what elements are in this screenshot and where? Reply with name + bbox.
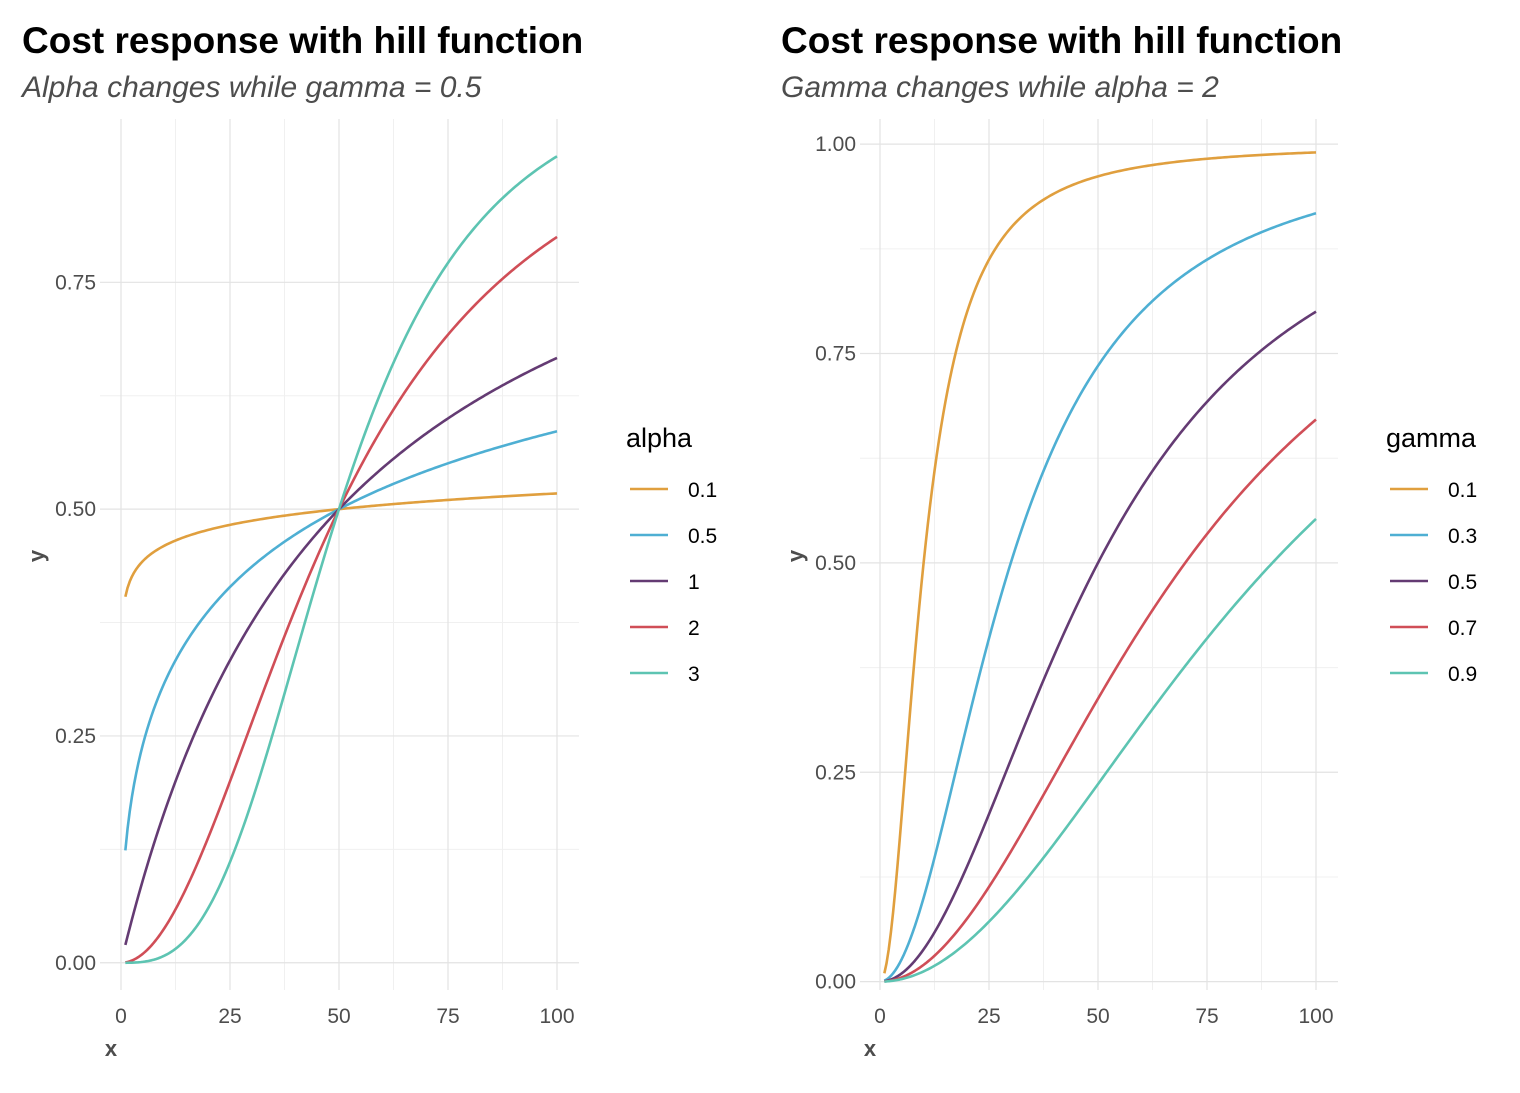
legend-label: 0.1 [688, 479, 717, 502]
legend-label: 3 [688, 663, 700, 686]
legend-label: 0.1 [1448, 479, 1477, 502]
series-line [124, 430, 558, 851]
x-tick-label: 75 [1195, 1005, 1218, 1028]
legend-label: 0.5 [688, 525, 717, 548]
legend-title: gamma [1386, 423, 1477, 453]
y-tick-label: 0.50 [815, 552, 856, 575]
x-tick-label: 25 [977, 1005, 1000, 1028]
chart-subtitle: Gamma changes while alpha = 2 [781, 71, 1219, 104]
legend-label: 0.9 [1448, 663, 1477, 686]
x-tick-label: 100 [539, 1005, 574, 1028]
series-line [124, 356, 558, 946]
plot-area: 0 25 50 75 100 0.00 0.25 0.50 0.75 1.00 [815, 119, 1338, 1028]
legend-label: 2 [688, 617, 700, 640]
x-tick-label: 50 [327, 1005, 350, 1028]
chart-right: Cost response with hill function Gamma c… [781, 20, 1477, 1061]
x-tick-label: 0 [115, 1005, 127, 1028]
chart-title: Cost response with hill function [22, 20, 583, 61]
series-line [883, 212, 1317, 982]
x-tick-label: 50 [1086, 1005, 1109, 1028]
legend-label: 0.7 [1448, 617, 1477, 640]
x-axis-label: x [105, 1036, 118, 1061]
legend-label: 1 [688, 571, 700, 594]
y-tick-label: 0.75 [55, 271, 96, 294]
y-tick-label: 0.75 [815, 343, 856, 366]
x-axis-label: x [864, 1036, 877, 1061]
plot-area: 0 25 50 75 100 0.00 0.25 0.50 0.75 [55, 119, 579, 1028]
y-tick-label: 1.00 [815, 133, 856, 156]
legend: 0.1 0.5 1 2 3 [630, 479, 717, 686]
legend-label: 0.5 [1448, 571, 1477, 594]
series-line [884, 517, 1317, 983]
series-line [884, 310, 1317, 983]
series-line [884, 418, 1317, 983]
y-tick-label: 0.25 [55, 725, 96, 748]
legend-title: alpha [626, 423, 693, 453]
y-tick-label: 0.50 [55, 498, 96, 521]
series-line [883, 151, 1317, 974]
legend: 0.1 0.3 0.5 0.7 0.9 [1390, 479, 1477, 686]
chart-title: Cost response with hill function [781, 20, 1342, 61]
y-tick-label: 0.00 [815, 971, 856, 994]
y-axis-label: y [24, 549, 49, 562]
chart-subtitle: Alpha changes while gamma = 0.5 [20, 71, 482, 104]
x-tick-label: 25 [218, 1005, 241, 1028]
series-line [125, 155, 558, 965]
x-tick-label: 100 [1298, 1005, 1333, 1028]
x-tick-label: 0 [874, 1005, 886, 1028]
series-line [125, 235, 558, 964]
y-tick-label: 0.00 [55, 952, 96, 975]
x-tick-label: 75 [436, 1005, 459, 1028]
y-axis-label: y [783, 549, 808, 562]
chart-left: Cost response with hill function Alpha c… [20, 20, 717, 1061]
y-tick-label: 0.25 [815, 761, 856, 784]
legend-label: 0.3 [1448, 525, 1477, 548]
